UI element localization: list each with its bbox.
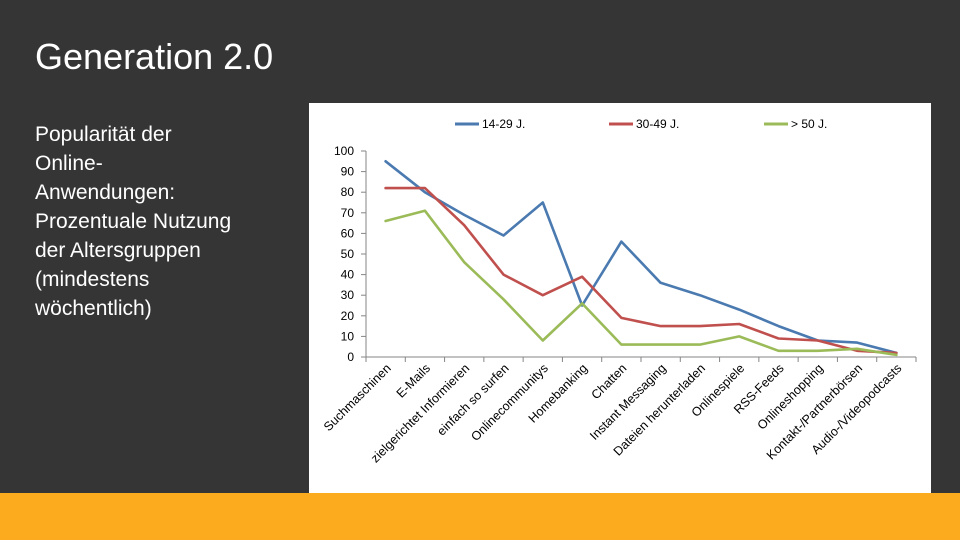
x-tick-label: Suchmaschinen [321, 361, 394, 434]
x-tick-label: einfach so surfen [434, 361, 511, 438]
x-tick-label: E-Mails [394, 361, 433, 400]
y-tick-label: 40 [341, 268, 355, 282]
series-line [384, 159, 898, 355]
y-tick-label: 80 [341, 185, 355, 199]
legend-label: 30-49 J. [636, 117, 679, 131]
series-line [384, 209, 898, 357]
line-chart: 0 10 20 30 40 50 60 70 80 90 100 Suchmaschinen E-Mai… [321, 117, 917, 465]
y-tick-label: 30 [341, 288, 355, 302]
slide-title: Generation 2.0 [35, 36, 274, 77]
slide-body-text: Popularität der Online-Anwendungen: Proz… [35, 123, 232, 320]
y-tick-label: 100 [334, 144, 354, 158]
y-tick-label: 0 [347, 350, 354, 364]
y-tick-label: 50 [341, 247, 355, 261]
legend-label: > 50 J. [791, 117, 827, 131]
y-tick-label: 20 [341, 309, 355, 323]
legend-label: 14-29 J. [482, 117, 525, 131]
y-tick-label: 60 [341, 226, 355, 240]
bottom-accent-bar [0, 493, 960, 540]
y-tick-label: 70 [341, 206, 355, 220]
chart-panel: 0 10 20 30 40 50 60 70 80 90 100 Suchmaschinen E-Mai… [309, 103, 931, 493]
series-line [384, 186, 898, 355]
y-tick-label: 10 [341, 329, 355, 343]
y-tick-label: 90 [341, 165, 355, 179]
